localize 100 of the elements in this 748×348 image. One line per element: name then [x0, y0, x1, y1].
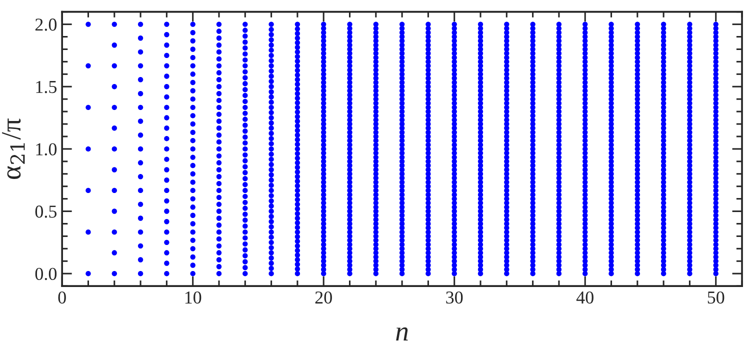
point	[268, 84, 274, 90]
point	[164, 208, 170, 214]
point	[242, 40, 248, 45]
point	[216, 56, 222, 62]
point	[294, 58, 300, 64]
y-tick-label: 1.0	[36, 143, 57, 156]
point	[242, 22, 248, 27]
point	[216, 167, 222, 172]
point	[242, 122, 248, 128]
point	[190, 54, 196, 60]
point	[268, 104, 274, 110]
point	[190, 238, 196, 243]
point	[190, 212, 196, 218]
point	[268, 68, 274, 74]
point	[112, 270, 117, 276]
point	[86, 146, 91, 152]
point	[268, 234, 274, 240]
point	[242, 235, 248, 241]
x-tick-label: 40	[576, 291, 594, 304]
point	[164, 126, 170, 131]
x-tick-label: 30	[446, 291, 463, 304]
point	[190, 188, 196, 194]
point	[242, 176, 248, 182]
point	[268, 214, 274, 220]
point	[268, 120, 274, 126]
point	[268, 32, 274, 38]
point	[294, 63, 300, 68]
point	[138, 118, 144, 124]
point	[138, 270, 144, 276]
point	[216, 70, 222, 76]
point	[216, 126, 222, 131]
point	[294, 100, 300, 106]
point	[294, 234, 300, 240]
point	[190, 180, 196, 185]
point	[294, 178, 300, 184]
point	[294, 26, 300, 32]
point	[268, 130, 274, 136]
point	[294, 49, 300, 55]
point	[216, 98, 222, 104]
point	[242, 194, 248, 200]
point	[268, 188, 274, 194]
point	[164, 115, 170, 120]
point	[216, 91, 222, 96]
point	[86, 63, 91, 68]
point	[268, 240, 274, 246]
point	[268, 182, 274, 188]
point	[190, 46, 196, 52]
point	[268, 229, 274, 235]
point	[242, 140, 248, 146]
point	[216, 202, 222, 207]
point	[242, 270, 248, 276]
point	[268, 152, 274, 157]
point	[112, 84, 117, 90]
point	[190, 154, 196, 160]
point	[164, 52, 170, 58]
point	[216, 208, 222, 214]
point	[190, 38, 196, 44]
point	[294, 183, 300, 188]
point	[294, 22, 300, 27]
point	[268, 37, 274, 42]
point	[190, 104, 196, 110]
point	[242, 51, 248, 57]
point	[190, 204, 196, 210]
point	[216, 153, 222, 159]
point	[268, 126, 274, 131]
point	[268, 52, 274, 58]
point	[190, 270, 196, 276]
point	[268, 115, 274, 120]
point	[216, 63, 222, 68]
point	[164, 42, 170, 48]
point	[216, 77, 222, 82]
point	[294, 86, 300, 92]
point	[268, 74, 274, 79]
point	[138, 243, 144, 249]
point	[242, 218, 248, 223]
point	[294, 30, 300, 36]
point	[190, 96, 196, 102]
point	[294, 132, 300, 138]
point	[190, 254, 196, 260]
point	[294, 248, 300, 254]
point	[190, 229, 196, 235]
point	[268, 94, 274, 100]
point	[216, 160, 222, 166]
point	[294, 82, 300, 87]
y-tick-label: 2.0	[35, 18, 57, 31]
point	[294, 266, 300, 272]
point	[294, 109, 300, 115]
y-tick-label: 0.5	[35, 206, 57, 218]
point	[164, 260, 170, 266]
point	[242, 170, 248, 176]
point	[268, 22, 274, 27]
point	[242, 128, 248, 134]
y-axis-title: α$_{21}$/π	[2, 118, 25, 179]
point	[216, 216, 222, 221]
point	[86, 22, 91, 27]
point	[294, 164, 300, 170]
point	[268, 63, 274, 68]
point	[164, 74, 170, 79]
point	[294, 91, 300, 96]
point	[242, 200, 248, 206]
